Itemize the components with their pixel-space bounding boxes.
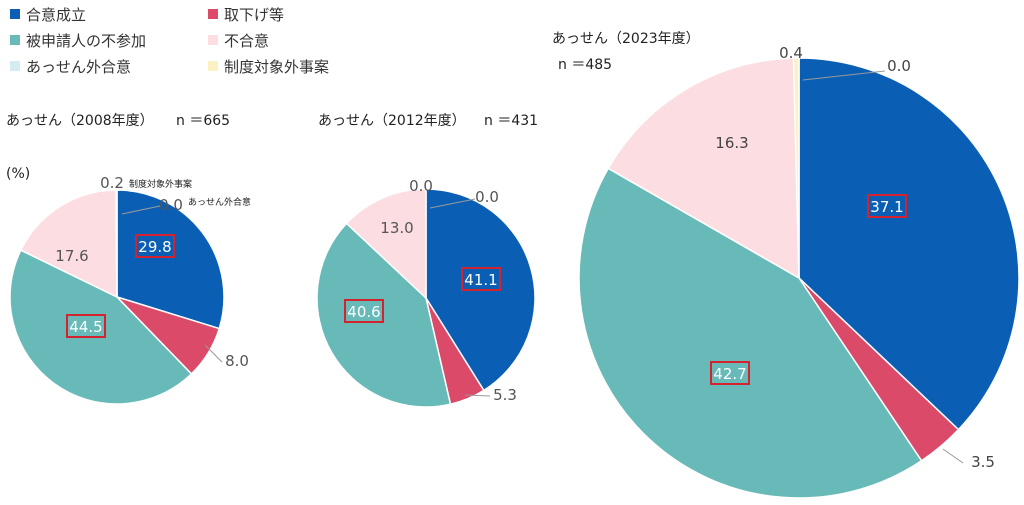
legend-label-withdrawn: 取下げ等	[224, 6, 285, 24]
legend-label-non-assen: あっせん外合意	[26, 58, 132, 76]
value-label-2008-withdrawn: 8.0	[225, 352, 249, 370]
legend-label-agreement: 合意成立	[26, 6, 87, 24]
slice-2023-respondent_absent	[578, 167, 923, 499]
callout-label-2008-non_assen: あっせん外合意	[188, 196, 251, 208]
value-label-2008-agreement: 29.8	[138, 238, 171, 256]
value-label-2008-respondent_absent: 44.5	[69, 318, 102, 336]
legend-item-withdrawn: 取下げ等	[208, 6, 284, 24]
value-label-2012-agreement: 41.1	[464, 271, 497, 289]
value-label-2008-non_assen: 0.0	[159, 196, 183, 214]
highlight-box-2012-respondent_absent	[344, 299, 384, 323]
leader-line-2008-non_assen	[121, 205, 161, 215]
legend-swatch-withdrawn	[208, 9, 218, 19]
value-label-2023-non_assen: 0.0	[887, 57, 911, 75]
slice-2023-out_of_scope	[792, 57, 800, 279]
slice-2023-agreement	[798, 57, 1020, 431]
value-label-2023-respondent_absent: 42.7	[713, 365, 746, 383]
slice-2012-disagreement	[345, 188, 427, 300]
chart-2008-n-label: n ＝665	[176, 113, 231, 129]
legend-label-respondent-absent: 被申請人の不参加	[26, 32, 147, 50]
slice-2023-disagreement	[607, 57, 800, 280]
leader-line-2008-withdrawn	[204, 344, 223, 363]
value-label-2012-withdrawn: 5.3	[493, 386, 517, 404]
legend-item-agreement: 合意成立	[10, 6, 86, 24]
legend-swatch-out-of-scope	[208, 61, 218, 71]
highlight-box-2023-respondent_absent	[710, 361, 750, 385]
leader-line-2023-withdrawn	[942, 448, 964, 464]
legend-item-non-assen: あっせん外合意	[10, 58, 131, 76]
leader-line-2012-non_assen	[429, 198, 476, 209]
legend-label-disagreement: 不合意	[224, 32, 270, 50]
highlight-box-2008-agreement	[135, 234, 175, 258]
legend-item-disagreement: 不合意	[208, 32, 269, 50]
chart-2012-n-label: n ＝431	[484, 113, 539, 129]
chart-2012-title: あっせん（2012年度）	[318, 113, 466, 129]
value-label-2023-disagreement: 16.3	[715, 134, 748, 152]
value-label-2008-disagreement: 17.6	[55, 247, 88, 265]
chart-2023-title: あっせん（2023年度）	[552, 31, 700, 47]
value-label-2012-disagreement: 13.0	[380, 219, 413, 237]
leader-line-2012-withdrawn	[464, 394, 491, 397]
leader-line-2023-non_assen	[802, 70, 886, 81]
value-label-2023-out_of_scope: 0.4	[779, 44, 803, 62]
highlight-box-2012-agreement	[461, 267, 501, 291]
slice-2008-agreement	[116, 189, 225, 330]
legend-swatch-respondent-absent	[10, 35, 20, 45]
value-label-2012-non_assen: 0.0	[475, 188, 499, 206]
callout-label-2008-out_of_scope: 制度対象外事案	[129, 178, 192, 190]
highlight-box-2008-respondent_absent	[66, 314, 106, 338]
value-label-2012-out_of_scope: 0.0	[409, 177, 433, 195]
slice-2008-disagreement	[19, 189, 118, 299]
legend-item-out-of-scope: 制度対象外事案	[208, 58, 329, 76]
legend-label-out-of-scope: 制度対象外事案	[224, 58, 330, 76]
legend-swatch-non-assen	[10, 61, 20, 71]
legend-swatch-agreement	[10, 9, 20, 19]
value-label-2023-withdrawn: 3.5	[971, 453, 995, 471]
value-label-2008-out_of_scope: 0.2	[100, 174, 124, 192]
slice-2008-out_of_scope	[114, 189, 118, 298]
value-label-2023-agreement: 37.1	[870, 198, 903, 216]
highlight-box-2023-agreement	[867, 194, 907, 218]
chart-2008-title: あっせん（2008年度）	[6, 113, 154, 129]
unit-label: (%)	[6, 166, 31, 182]
legend-swatch-disagreement	[208, 35, 218, 45]
chart-2023-n-label: n ＝485	[558, 57, 613, 73]
slice-2008-respondent_absent	[9, 249, 193, 405]
legend-item-respondent-absent: 被申請人の不参加	[10, 32, 146, 50]
value-label-2012-respondent_absent: 40.6	[347, 303, 380, 321]
